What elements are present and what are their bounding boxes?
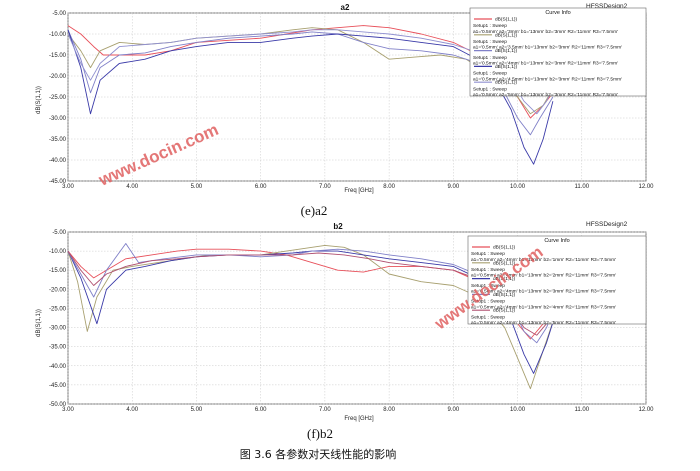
chart-b2-series-line-2 [67, 244, 557, 390]
chart-b2-xtick-label: 3.00 [62, 407, 74, 413]
chart-b2-legend-setup: Setup1 : Sweep [471, 314, 505, 320]
chart-b2-legend-title: Curve Info [544, 238, 569, 244]
chart-b2-legend-setup: Setup1 : Sweep [471, 299, 505, 305]
chart-b2: b2 HFSSDesign2 dB(S(1,1)) Freq [GHz] (f)… [36, 221, 654, 441]
chart-b2-xtick-label: 8.00 [383, 407, 395, 413]
chart-a2-legend-series-name: dB(S(1,1)) [495, 17, 518, 23]
chart-a2-legend-frame [469, 7, 647, 97]
chart-a2-series-line-4 [67, 29, 554, 165]
chart-b2-ytick-label: -5.00 [52, 230, 66, 236]
chart-a2-ylabel: dB(S(1,1)) [36, 86, 42, 114]
chart-b2-xtick-label: 6.00 [255, 407, 267, 413]
chart-b2-legend-series-name: dB(S(1,1)) [493, 245, 516, 251]
chart-a2-series-line-3 [67, 29, 554, 136]
chart-b2-xtick-label: 9.00 [447, 407, 459, 413]
chart-a2-xtick-label: 12.00 [638, 184, 654, 190]
chart-b2-legend-series-name: dB(S(1,1)) [493, 276, 516, 282]
chart-b2-title: b2 [333, 222, 343, 231]
chart-a2-ytick-label: -40.00 [49, 158, 67, 164]
chart-a2: a2 HFSSDesign2 dB(S(1,1)) Freq [GHz] (e)… [36, 3, 654, 218]
chart-b2-legend-series-name: dB(S(1,1)) [493, 260, 516, 266]
chart-b2-legend-frame [467, 235, 647, 325]
chart-b2-legend-series-name: dB(S(1,1)) [493, 292, 516, 298]
chart-b2-legend-setup: Setup1 : Sweep [471, 267, 505, 273]
chart-a2-xlabel: Freq [GHz] [344, 188, 374, 194]
chart-b2-legend-setup: Setup1 : Sweep [471, 283, 505, 289]
chart-a2-legend-setup: Setup1 : Sweep [473, 86, 507, 92]
chart-b2-xtick-label: 5.00 [191, 407, 203, 413]
chart-a2-legend-series-name: dB(S(1,1)) [495, 64, 518, 70]
chart-a2-xtick-label: 7.00 [319, 184, 331, 190]
chart-a2-legend-setup: Setup1 : Sweep [473, 71, 507, 77]
chart-a2-legend-params: a1='0.5mm' a2='5mm' b1='13mm' b2='3mm' R… [473, 92, 618, 98]
chart-a2-xtick-label: 9.00 [447, 184, 459, 190]
chart-a2-legend-params: a1='0.5mm' a2='3.5mm' b1='13mm' b2='3mm'… [473, 45, 622, 51]
chart-a2-subcaption: (e)a2 [301, 203, 328, 218]
chart-a2-legend-series-name: dB(S(1,1)) [495, 48, 518, 54]
chart-a2-xtick-label: 3.00 [62, 184, 74, 190]
chart-b2-ytick-label: -30.00 [49, 326, 67, 332]
chart-b2-ytick-label: -25.00 [49, 306, 67, 312]
chart-a2-xtick-label: 8.00 [383, 184, 395, 190]
chart-a2-xtick-label: 11.00 [574, 184, 589, 190]
chart-a2-xtick-label: 5.00 [191, 184, 203, 190]
chart-a2-ytick-label: -45.00 [49, 179, 67, 185]
chart-b2-xtick-label: 11.00 [574, 407, 589, 413]
chart-b2-legend-params: a1='0.5mm' a2='4mm' b1='13mm' b2='3mm' R… [471, 289, 616, 295]
chart-b2-legend-params: a1='0.5mm' a2='4mm' b1='13mm' b2='1mm' R… [471, 257, 616, 263]
chart-b2-ytick-label: -50.00 [49, 402, 67, 408]
chart-a2-legend-params: a1='0.5mm' a2='4.5mm' b1='13mm' b2='3mm'… [473, 76, 622, 82]
chart-b2-subcaption: (f)b2 [307, 426, 333, 441]
chart-a2-legend-setup: Setup1 : Sweep [473, 23, 507, 29]
chart-a2-ytick-label: -25.00 [49, 95, 67, 101]
chart-b2-ytick-label: -20.00 [49, 287, 67, 293]
chart-a2-ytick-label: -30.00 [49, 116, 67, 122]
chart-b2-ylabel: dB(S(1,1)) [36, 309, 42, 337]
chart-b2-ytick-label: -10.00 [49, 249, 67, 255]
chart-a2-ytick-label: -15.00 [49, 53, 67, 59]
chart-b2-xlabel: Freq [GHz] [344, 416, 374, 422]
chart-b2-legend-params: a1='0.5mm' a2='4mm' b1='13mm' b2='4mm' R… [471, 304, 616, 310]
chart-b2-legend-params: a1='0.5mm' a2='4mm' b1='13mm' b2='2mm' R… [471, 273, 616, 279]
chart-a2-legend-setup: Setup1 : Sweep [473, 55, 507, 61]
chart-a2-title: a2 [341, 3, 350, 12]
chart-b2-design-name: HFSSDesign2 [586, 221, 628, 228]
chart-a2-legend-title: Curve Info [545, 10, 570, 16]
chart-a2-xtick-label: 6.00 [255, 184, 267, 190]
chart-b2-ytick-label: -35.00 [49, 345, 67, 351]
chart-a2-xtick-label: 10.00 [510, 184, 526, 190]
chart-a2-ytick-label: -35.00 [49, 137, 67, 143]
chart-a2-design-name: HFSSDesign2 [586, 3, 628, 10]
chart-b2-legend-setup: Setup1 : Sweep [471, 251, 505, 257]
chart-b2-xtick-label: 4.00 [126, 407, 138, 413]
figure-caption: 图 3.6 各参数对天线性能的影响 [240, 447, 397, 461]
chart-a2-legend-setup: Setup1 : Sweep [473, 39, 507, 45]
chart-a2-ytick-label: -10.00 [49, 32, 67, 38]
chart-b2-ytick-label: -15.00 [49, 268, 67, 274]
chart-a2-legend-series-name: dB(S(1,1)) [495, 80, 518, 86]
chart-b2-ytick-label: -40.00 [49, 364, 67, 370]
chart-b2-ytick-label: -45.00 [49, 383, 67, 389]
chart-a2-legend-series-name: dB(S(1,1)) [495, 32, 518, 38]
chart-a2-ytick-label: -5.00 [52, 11, 66, 17]
chart-a2-legend-params: a1='0.5mm' a2='3mm' b1='13mm' b2='3mm' R… [473, 29, 618, 35]
chart-a2-xtick-label: 4.00 [126, 184, 138, 190]
chart-b2-xtick-label: 7.00 [319, 407, 331, 413]
chart-a2-legend-params: a1='0.5mm' a2='4mm' b1='13mm' b2='3mm' R… [473, 61, 618, 67]
chart-b2-xtick-label: 12.00 [638, 407, 654, 413]
chart-b2-xtick-label: 10.00 [510, 407, 526, 413]
chart-a2-ytick-label: -20.00 [49, 74, 67, 80]
chart-b2-legend-series-name: dB(S(1,1)) [493, 308, 516, 314]
chart-b2-legend-params: a1='0.5mm' a2='4mm' b1='13mm' b2='5mm' R… [471, 320, 616, 326]
